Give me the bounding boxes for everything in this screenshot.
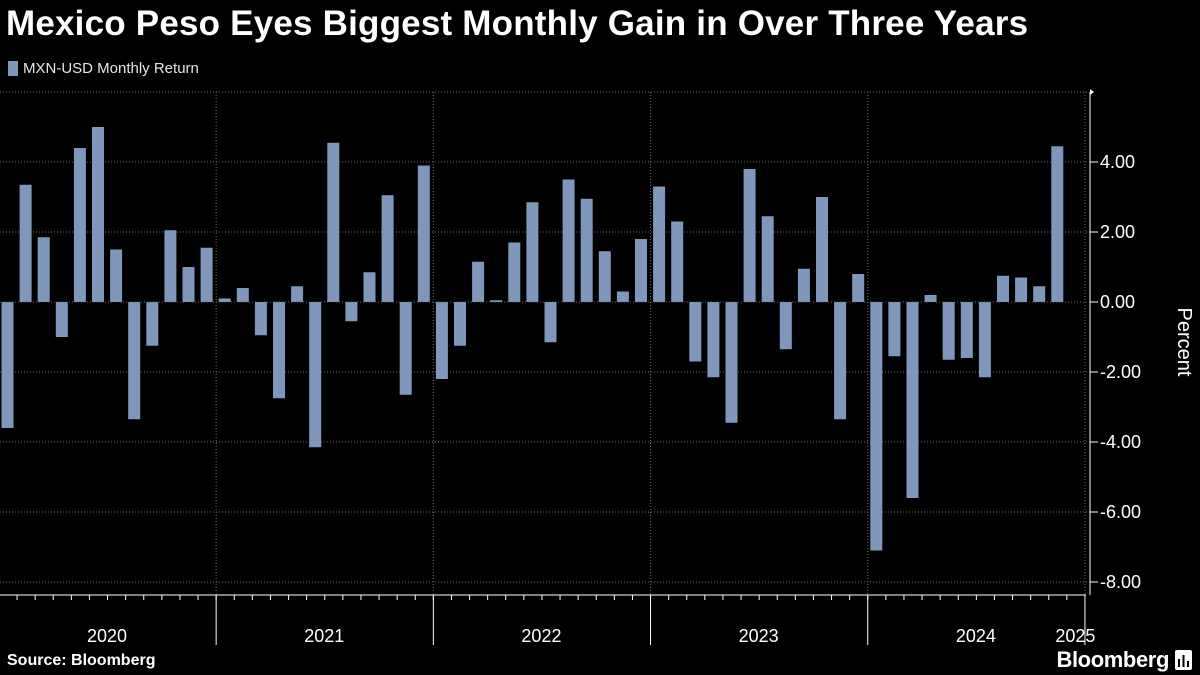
bar — [816, 197, 828, 302]
bar — [327, 142, 340, 302]
bar — [399, 302, 412, 395]
legend-swatch — [8, 61, 18, 76]
x-tick-label: 2021 — [304, 626, 344, 646]
y-tick-label: -8.00 — [1100, 572, 1141, 592]
bar — [146, 302, 159, 346]
bar — [218, 298, 231, 302]
bar — [743, 169, 756, 302]
y-tick-label: 4.00 — [1100, 152, 1135, 172]
bar — [870, 302, 883, 551]
bar — [942, 302, 955, 360]
bar — [110, 249, 123, 302]
legend: MXN-USD Monthly Return — [8, 60, 199, 77]
bar — [73, 148, 86, 302]
y-tick-label: -2.00 — [1100, 362, 1141, 382]
bar — [689, 302, 702, 362]
bar — [797, 268, 810, 302]
y-tick-label: 2.00 — [1100, 222, 1135, 242]
bar — [182, 267, 195, 302]
bar — [254, 302, 267, 336]
bar — [164, 230, 177, 302]
bar — [472, 261, 485, 302]
bar — [725, 302, 738, 423]
bar — [1, 302, 14, 428]
bar — [1033, 286, 1046, 302]
bar — [997, 275, 1009, 302]
bar — [906, 302, 919, 498]
bar — [37, 237, 50, 302]
bar — [598, 251, 611, 302]
bar — [562, 179, 575, 302]
bar — [779, 302, 792, 350]
bar — [236, 288, 249, 302]
bar — [363, 272, 376, 302]
bar — [417, 165, 430, 302]
bar — [19, 184, 32, 302]
bar — [345, 302, 358, 322]
x-tick-label: 2023 — [739, 626, 779, 646]
bar — [761, 216, 774, 302]
bar — [616, 291, 629, 302]
bar — [707, 302, 720, 378]
bar — [1051, 146, 1064, 302]
y-tick-label: 0.00 — [1100, 292, 1135, 312]
bar — [92, 127, 104, 302]
x-tick-label: 2024 — [956, 626, 996, 646]
x-tick-label: 2025 — [1055, 626, 1095, 646]
bar — [55, 302, 68, 337]
y-tick-label: -6.00 — [1100, 502, 1141, 522]
bar — [580, 198, 593, 302]
bar — [435, 302, 448, 379]
y-axis-arrow — [1090, 89, 1094, 95]
bar — [924, 295, 937, 302]
bar — [544, 302, 557, 343]
bloomberg-logo: Bloomberg — [1056, 647, 1192, 673]
bar — [671, 221, 684, 302]
bar — [852, 274, 865, 302]
bar — [888, 302, 901, 357]
brand-text: Bloomberg — [1056, 647, 1169, 672]
bar — [635, 239, 647, 302]
bar — [526, 202, 539, 302]
bar — [291, 286, 304, 302]
bar — [653, 186, 666, 302]
y-axis-title: Percent — [1173, 308, 1195, 377]
bar — [1015, 277, 1028, 302]
x-tick-label: 2020 — [87, 626, 127, 646]
terminal-icon — [1175, 650, 1192, 670]
bar — [508, 242, 521, 302]
source-note: Source: Bloomberg — [7, 652, 156, 669]
y-tick-label: -4.00 — [1100, 432, 1141, 452]
bar — [490, 300, 503, 302]
bar — [128, 302, 141, 420]
bar — [200, 247, 213, 302]
legend-label: MXN-USD Monthly Return — [23, 60, 199, 77]
bar — [834, 302, 847, 420]
bar — [978, 302, 991, 378]
bar — [454, 302, 466, 346]
x-tick-label: 2022 — [521, 626, 561, 646]
bar — [309, 302, 322, 448]
bar — [960, 302, 973, 358]
bar — [273, 302, 285, 399]
chart-title: Mexico Peso Eyes Biggest Monthly Gain in… — [6, 4, 1029, 43]
bar — [381, 195, 394, 302]
